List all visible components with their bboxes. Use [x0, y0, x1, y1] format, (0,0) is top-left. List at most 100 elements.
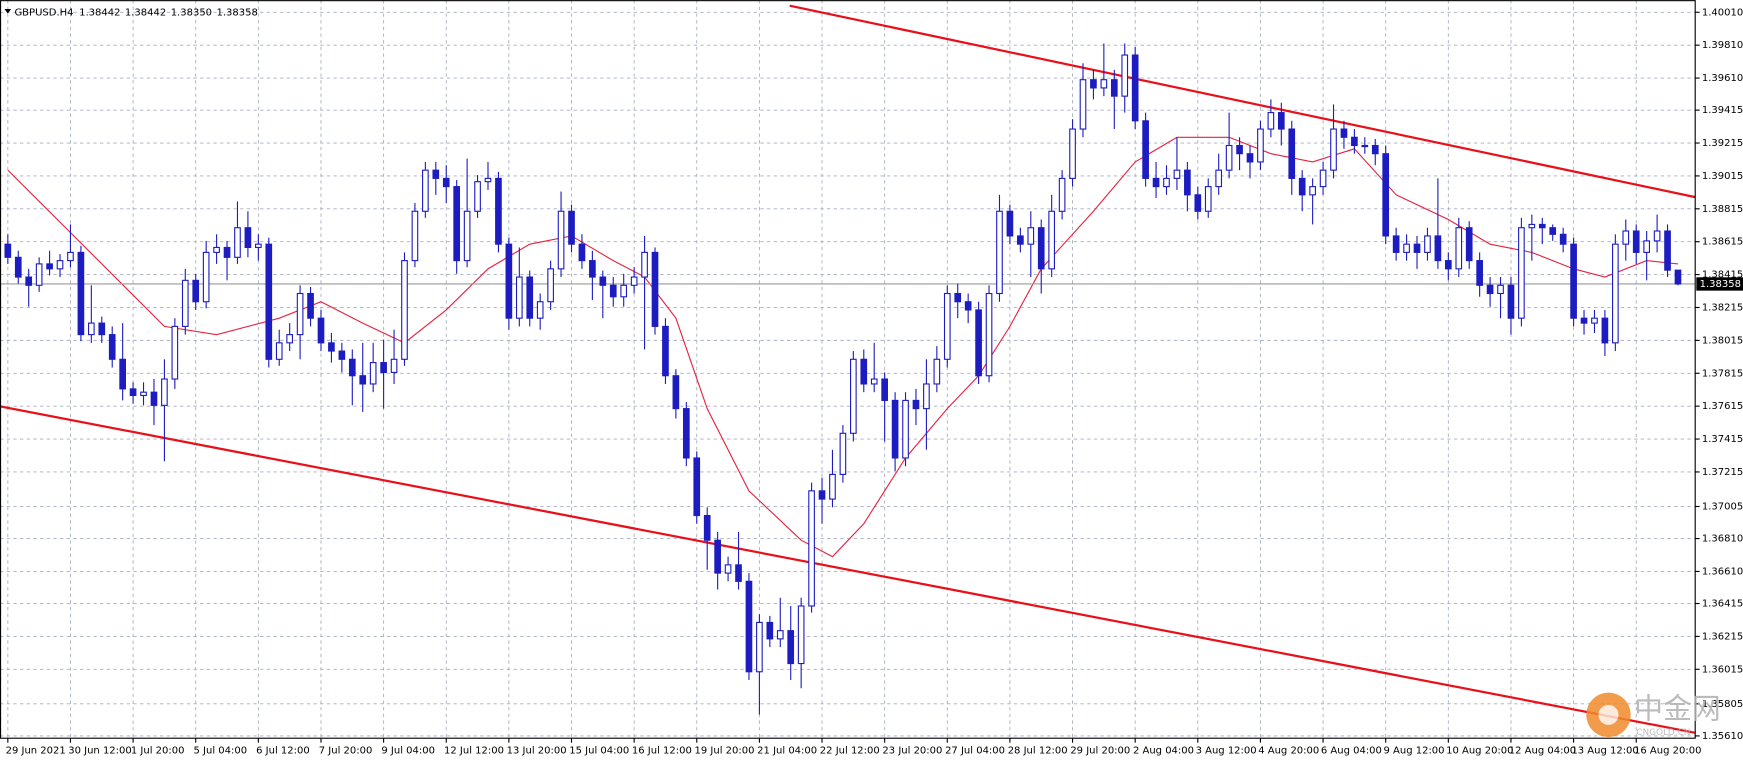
x-tick-label: 9 Jul 04:00 [381, 745, 435, 756]
candle-body [1058, 177, 1066, 212]
symbol: GBPUSD.H4 [14, 7, 73, 18]
candle-body [724, 564, 732, 574]
candle-body [902, 399, 909, 459]
candle-body [609, 284, 617, 298]
candle-body [1246, 153, 1254, 163]
x-tick-label: 5 Jul 04:00 [193, 745, 247, 756]
candle-body [1612, 243, 1619, 344]
candle-body [390, 358, 398, 374]
candle-body [515, 276, 523, 319]
header-arrow [4, 9, 12, 14]
candle-body [495, 177, 502, 245]
candle-body [1434, 235, 1442, 262]
candle-body [839, 432, 847, 475]
x-tick-label: 27 Jul 04:00 [945, 745, 1005, 756]
candle-body [286, 334, 294, 344]
trend-line [789, 4, 1696, 199]
x-tick-label: 23 Jul 20:00 [882, 745, 942, 756]
y-tick-label: 1.39415 [1702, 105, 1743, 116]
candle-body [422, 169, 429, 212]
candle-body [35, 263, 43, 286]
candle-body [1518, 227, 1525, 319]
candle-body [369, 362, 377, 385]
candle-body [1382, 153, 1390, 237]
candle-body [787, 630, 795, 665]
candle-body [651, 251, 659, 327]
candle-body [432, 169, 440, 179]
candle-body [891, 399, 899, 459]
x-tick-label: 9 Aug 12:00 [1383, 745, 1444, 756]
candle-body [505, 243, 513, 319]
candle-body [850, 358, 857, 434]
y-tick-label: 1.39810 [1702, 40, 1743, 51]
candle-body [1069, 128, 1076, 179]
x-tick-label: 4 Aug 20:00 [1258, 745, 1319, 756]
y-tick-label: 1.37005 [1702, 501, 1743, 512]
candle-body [1319, 169, 1327, 188]
candle-body [411, 210, 419, 262]
candle-body [442, 177, 450, 188]
x-tick-label: 12 Jul 12:00 [444, 745, 504, 756]
open-label: 1.38442 [79, 7, 120, 18]
candle-body [682, 408, 690, 459]
candle-body [317, 317, 325, 344]
candle-body [1392, 235, 1400, 253]
candle-body [1549, 227, 1557, 235]
candle-body [808, 490, 815, 607]
trend-line [0, 405, 1696, 734]
candle-body [1486, 284, 1494, 295]
candle-body [589, 260, 596, 278]
candle-body [46, 263, 53, 270]
x-tick-label: 29 Jun 2021 [6, 745, 66, 756]
candle-body [1215, 169, 1223, 188]
candle-body [328, 342, 335, 352]
candle-body [1455, 227, 1463, 270]
last-price-box [1696, 277, 1743, 291]
x-tick-label: 21 Jul 04:00 [757, 745, 817, 756]
candle-body [244, 227, 252, 249]
y-tick-label: 1.39610 [1702, 73, 1743, 84]
candle-body [756, 621, 763, 673]
y-tick-label: 1.37615 [1702, 401, 1743, 412]
candle-body [359, 375, 367, 385]
x-tick-label: 2 Aug 04:00 [1133, 745, 1194, 756]
x-tick-label: 12 Aug 04:00 [1509, 745, 1576, 756]
candle-body [1288, 128, 1296, 179]
candle-body [797, 605, 805, 665]
axes: 1.40010 1.39810 1.39610 1.39415 1.39215 1.390… [6, 7, 1743, 756]
candle-body [1298, 177, 1306, 196]
candle-body [703, 514, 711, 541]
candle-body [641, 251, 648, 278]
y-tick-label: 1.35805 [1702, 699, 1743, 710]
x-tick-label: 13 Jul 20:00 [507, 745, 567, 756]
candle-body [1528, 223, 1536, 229]
candle-body [338, 350, 346, 360]
candle-body [1037, 227, 1045, 270]
x-tick-label: 7 Jul 20:00 [319, 745, 373, 756]
candle-body [672, 375, 680, 410]
candle-body [1173, 169, 1181, 179]
y-tick-label: 1.36215 [1702, 631, 1743, 642]
candle-body [192, 279, 200, 303]
candle-body [1225, 144, 1233, 171]
candle-body [108, 334, 116, 360]
candle-body [1570, 243, 1577, 319]
candle-body [1622, 230, 1630, 245]
candle-body [1090, 79, 1097, 89]
candle-body [599, 276, 607, 286]
candle-body [453, 186, 461, 262]
candle-body [202, 251, 210, 303]
y-tick-label: 1.36015 [1702, 664, 1743, 675]
candle-body [1351, 136, 1358, 147]
candle-body [1048, 210, 1056, 270]
candle-body [1674, 269, 1682, 285]
candle-body [923, 383, 930, 410]
candle-body [1444, 260, 1452, 270]
candle-body [401, 260, 408, 360]
candle-body [1538, 223, 1546, 229]
y-tick-label: 1.38015 [1702, 335, 1743, 346]
candle-body [129, 388, 137, 397]
candle-body [181, 279, 189, 327]
candle-body [296, 292, 304, 336]
